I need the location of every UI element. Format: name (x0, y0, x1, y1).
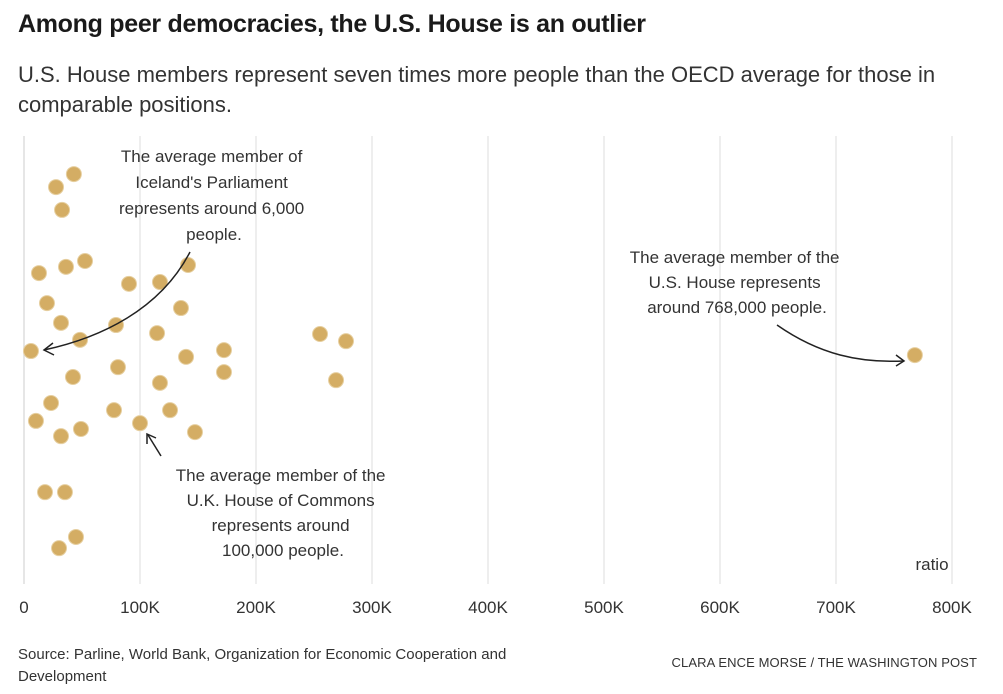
x-tick-label: 700K (816, 598, 856, 617)
data-point[interactable] (30, 265, 47, 282)
data-point[interactable] (338, 333, 355, 350)
data-points (22, 166, 923, 557)
arrowhead-us (895, 354, 906, 367)
data-point[interactable] (77, 252, 94, 269)
arrowhead-uk (146, 432, 157, 444)
x-tick-label: 0 (19, 598, 28, 617)
credit-line: CLARA ENCE MORSE / THE WASHINGTON POST (671, 655, 977, 670)
data-point[interactable] (57, 258, 74, 275)
annotation-line: U.S. House represents (649, 273, 821, 292)
x-tick-label: 800K (932, 598, 972, 617)
data-point[interactable] (151, 274, 168, 291)
data-point[interactable] (186, 424, 203, 441)
data-point[interactable] (172, 300, 189, 317)
data-point[interactable] (65, 166, 82, 183)
data-point[interactable] (54, 201, 71, 218)
chart-subtitle: U.S. House members represent seven times… (18, 62, 936, 117)
arrowhead-iceland (42, 342, 55, 356)
unit-label: ratio (915, 555, 948, 574)
gridlines (23, 136, 953, 584)
data-point-uk[interactable] (132, 415, 148, 432)
annotation-line: 100,000 people. (222, 541, 344, 560)
data-point[interactable] (36, 484, 53, 501)
data-point[interactable] (51, 540, 68, 557)
x-tick-label: 200K (236, 598, 276, 617)
data-point[interactable] (48, 179, 65, 196)
annotation-line: people. (186, 225, 242, 244)
annotation-line: represents around 6,000 (119, 199, 304, 218)
data-point-iceland[interactable] (22, 343, 39, 360)
annotation-line: represents around (212, 516, 350, 535)
annotation-iceland: The average member of Iceland's Parliame… (119, 147, 309, 244)
data-point[interactable] (67, 528, 84, 545)
data-point[interactable] (328, 372, 345, 389)
data-point[interactable] (109, 359, 126, 376)
data-point[interactable] (64, 369, 81, 386)
annotation-us: The average member of the U.S. House rep… (630, 248, 845, 317)
x-tick-label: 300K (352, 598, 392, 617)
annotation-uk: The average member of the U.K. House of … (176, 466, 391, 560)
annotation-line: The average member of the (176, 466, 386, 485)
data-point[interactable] (72, 420, 89, 437)
data-point[interactable] (162, 402, 179, 419)
chart-title: Among peer democracies, the U.S. House i… (18, 10, 646, 38)
x-tick-label: 400K (468, 598, 508, 617)
data-point[interactable] (120, 275, 137, 292)
data-point[interactable] (151, 374, 168, 391)
source-note: Source: Parline, World Bank, Organizatio… (18, 646, 507, 685)
x-tick-label: 600K (700, 598, 740, 617)
x-axis: 0 100K 200K 300K 400K 500K 600K 700K 800K (19, 598, 972, 617)
data-point[interactable] (215, 364, 232, 381)
annotation-line: U.K. House of Commons (187, 491, 375, 510)
data-point-us[interactable] (906, 347, 923, 364)
annotation-line: around 768,000 people. (647, 298, 827, 317)
data-point[interactable] (56, 484, 73, 501)
x-tick-label: 100K (120, 598, 160, 617)
data-point[interactable] (27, 412, 44, 429)
data-point[interactable] (149, 325, 166, 342)
data-point[interactable] (53, 428, 70, 445)
arrow-iceland (43, 251, 191, 351)
annotations: The average member of Iceland's Parliame… (42, 147, 949, 574)
annotation-line: Iceland's Parliament (135, 173, 288, 192)
arrow-uk (147, 434, 162, 457)
x-tick-label: 500K (584, 598, 624, 617)
annotation-line: The average member of (121, 147, 303, 166)
data-point[interactable] (38, 295, 55, 312)
annotation-line: The average member of the (630, 248, 840, 267)
data-point[interactable] (43, 395, 60, 412)
data-point[interactable] (106, 402, 123, 419)
data-point[interactable] (312, 326, 329, 343)
data-point[interactable] (215, 342, 232, 359)
arrow-us (776, 324, 905, 363)
data-point[interactable] (178, 348, 195, 365)
data-point[interactable] (53, 314, 70, 331)
